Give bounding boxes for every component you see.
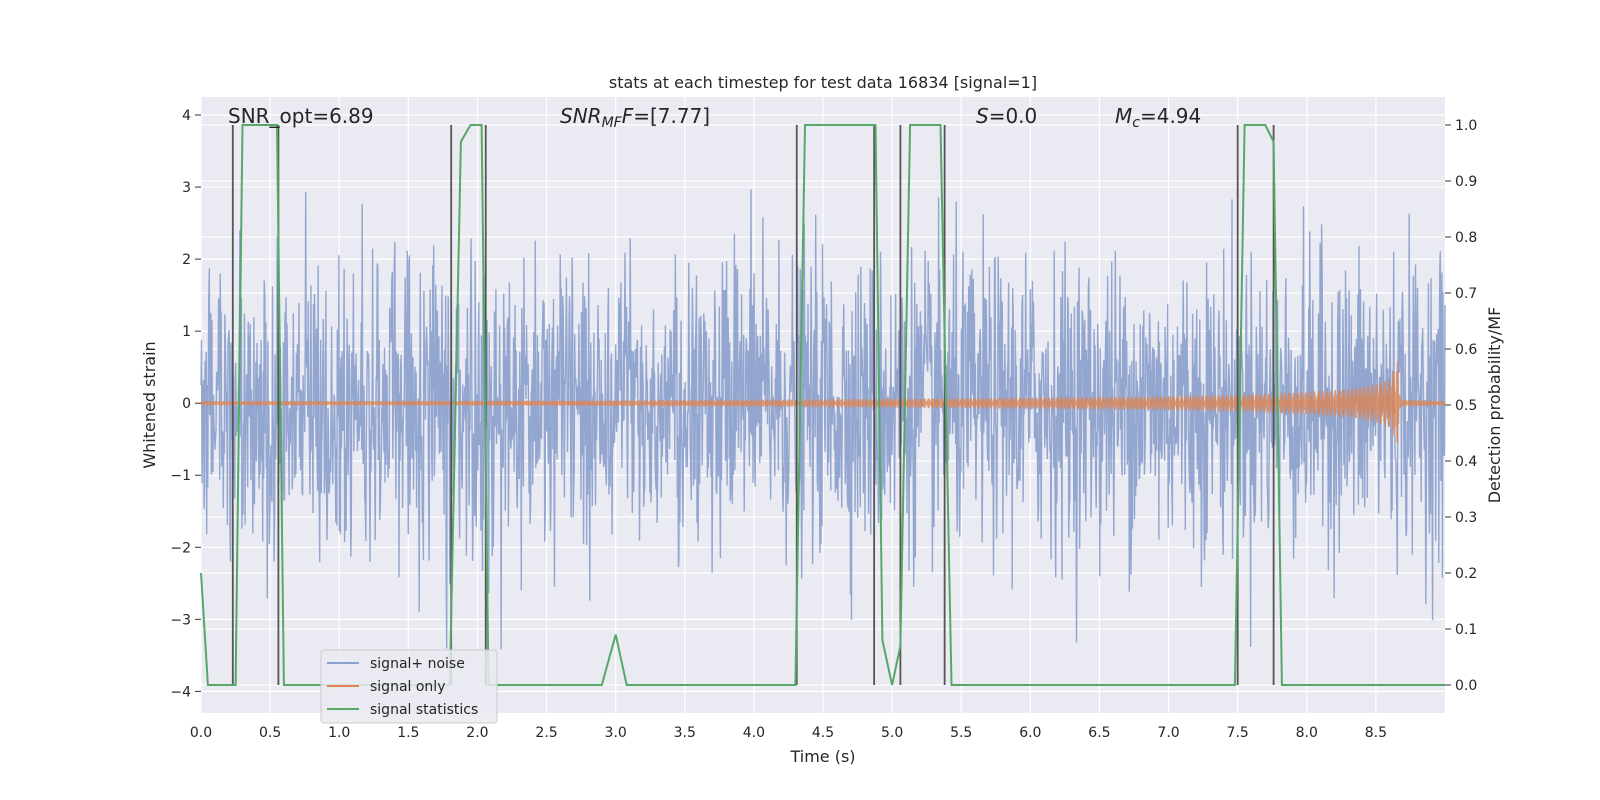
legend-label-signal-statistics: signal statistics xyxy=(370,702,478,718)
legend-label-signal-only: signal only xyxy=(370,679,445,695)
y-axis-right-label: Detection probability/MF xyxy=(1485,307,1504,504)
y-right-tick-label: 0.1 xyxy=(1455,622,1477,638)
legend: signal+ noise signal only signal statist… xyxy=(320,649,498,724)
y-tick-label: −1 xyxy=(170,468,191,484)
y-right-tick-label: 0.2 xyxy=(1455,566,1477,582)
y-axis-right-ticks: 0.0 0.1 0.2 0.3 0.4 0.5 0.6 0.7 0.8 0.9 1.0 xyxy=(1445,118,1477,694)
x-axis-label: Time (s) xyxy=(789,747,855,766)
annotation-snr-opt: SNR_opt=6.89 xyxy=(228,104,374,128)
x-tick-label: 4.5 xyxy=(812,725,834,741)
signal-statistics-line xyxy=(200,124,1445,686)
y-tick-label: 2 xyxy=(182,252,191,268)
y-right-tick-label: 0.3 xyxy=(1455,510,1477,526)
y-tick-label: −3 xyxy=(170,612,191,628)
x-tick-label: 5.5 xyxy=(950,725,972,741)
x-tick-label: 6.5 xyxy=(1088,725,1110,741)
x-tick-label: 1.0 xyxy=(328,725,350,741)
y-right-tick-label: 0.6 xyxy=(1455,342,1477,358)
x-tick-label: 3.0 xyxy=(605,725,627,741)
y-right-tick-label: 0.8 xyxy=(1455,230,1477,246)
series-signal-statistics xyxy=(200,124,1445,686)
annotation-snr-mf: SNRMFF=[7.77] xyxy=(560,104,710,131)
x-tick-label: 8.5 xyxy=(1365,725,1387,741)
x-tick-label: 8.0 xyxy=(1296,725,1318,741)
x-tick-label: 6.0 xyxy=(1019,725,1041,741)
x-tick-label: 4.0 xyxy=(743,725,765,741)
y-tick-label: −2 xyxy=(170,540,191,556)
y-right-tick-label: 1.0 xyxy=(1455,118,1477,134)
annotation-mc: Mc=4.94 xyxy=(1115,104,1201,131)
y-tick-label: 0 xyxy=(182,396,191,412)
y-right-tick-label: 0.7 xyxy=(1455,286,1477,302)
y-axis-ticks: −4 −3 −2 −1 0 1 2 3 4 xyxy=(170,108,201,700)
x-axis-ticks: 0.0 0.5 1.0 1.5 2.0 2.5 3.0 3.5 4.0 4.5 5.0 5.5 6.0 6… xyxy=(190,725,1387,741)
x-tick-label: 5.0 xyxy=(881,725,903,741)
x-tick-label: 7.0 xyxy=(1157,725,1179,741)
x-tick-label: 3.5 xyxy=(674,725,696,741)
y-right-tick-label: 0.9 xyxy=(1455,174,1477,190)
x-tick-label: 0.5 xyxy=(259,725,281,741)
legend-label-signal-plus-noise: signal+ noise xyxy=(370,656,465,672)
x-tick-label: 7.5 xyxy=(1227,725,1249,741)
y-tick-label: 3 xyxy=(182,180,191,196)
y-right-tick-label: 0.4 xyxy=(1455,454,1477,470)
chart-title: stats at each timestep for test data 168… xyxy=(609,73,1037,92)
x-tick-label: 1.5 xyxy=(397,725,419,741)
x-tick-label: 0.0 xyxy=(190,725,212,741)
legend-box xyxy=(320,649,498,724)
x-tick-label: 2.5 xyxy=(535,725,557,741)
y-right-tick-label: 0.0 xyxy=(1455,678,1477,694)
y-right-tick-label: 0.5 xyxy=(1455,398,1477,414)
x-tick-label: 2.0 xyxy=(466,725,488,741)
y-axis-label: Whitened strain xyxy=(140,341,159,468)
annotation-s: S=0.0 xyxy=(976,104,1037,128)
y-tick-label: 4 xyxy=(182,108,191,124)
y-tick-label: 1 xyxy=(182,324,191,340)
y-tick-label: −4 xyxy=(170,684,191,700)
